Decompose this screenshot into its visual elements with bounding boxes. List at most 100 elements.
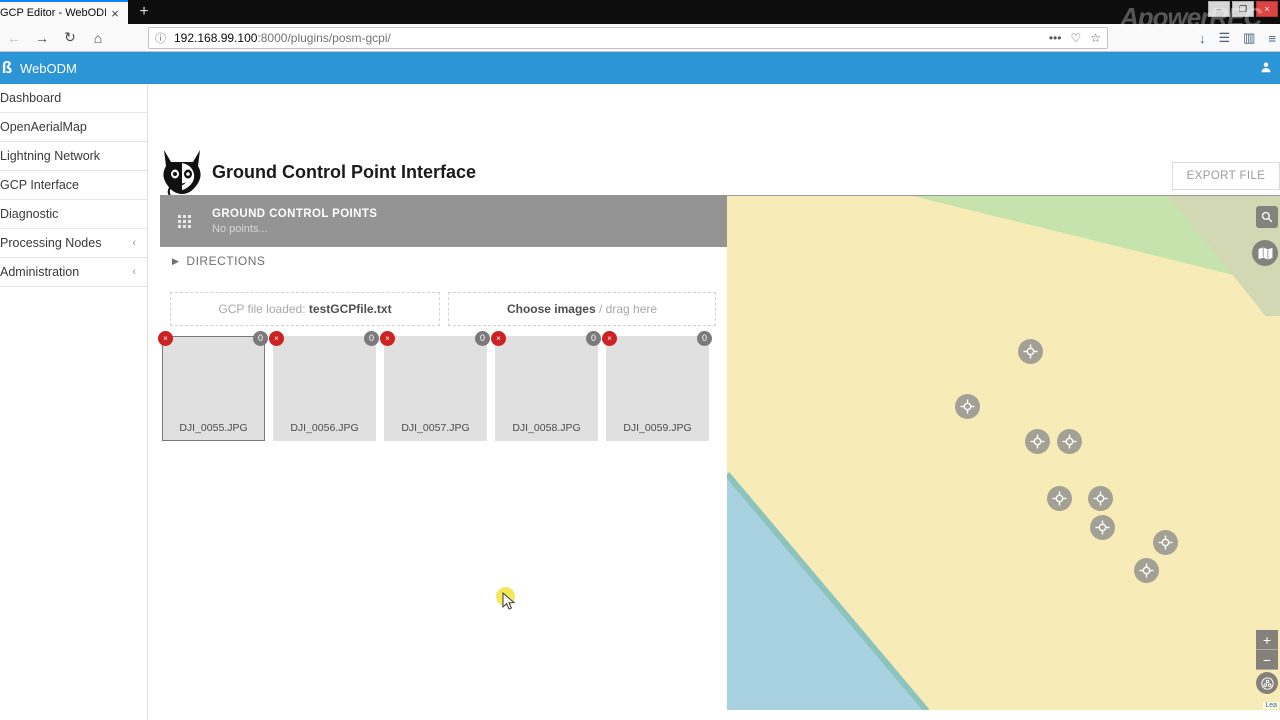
chevron-left-icon: ‹ (132, 237, 136, 249)
sidebar-item-label: Administration (0, 265, 80, 279)
browser-tab-title: GCP Editor - WebODM (0, 7, 106, 19)
browser-titlebar (0, 0, 1280, 24)
sidebar-item-label: Diagnostic (0, 207, 59, 221)
export-file-button[interactable]: EXPORT FILE (1172, 162, 1280, 190)
map-layers-icon[interactable] (1252, 240, 1278, 266)
webodm-racoon-logo-icon (163, 150, 201, 196)
locate-icon[interactable] (1256, 672, 1278, 694)
maximize-button[interactable]: ❐ (1232, 1, 1254, 17)
image-filename: DJI_0057.JPG (401, 422, 470, 434)
sidebar-item-diagnostic[interactable]: Diagnostic (0, 200, 147, 229)
remove-image-icon[interactable]: × (158, 331, 173, 346)
image-filename: DJI_0059.JPG (623, 422, 692, 434)
gcp-marker-crosshair-icon[interactable] (1047, 486, 1072, 511)
remove-image-icon[interactable]: × (602, 331, 617, 346)
sidebar-item-label: Dashboard (0, 91, 62, 105)
chevron-left-icon: ‹ (132, 266, 136, 278)
image-thumbnail[interactable]: × 0 DJI_0058.JPG (491, 331, 601, 441)
sidebar-icon[interactable]: ▥ (1243, 30, 1256, 45)
gcp-marker-crosshair-icon[interactable] (1018, 339, 1043, 364)
image-thumbnail[interactable]: × 0 DJI_0059.JPG (602, 331, 712, 441)
gcp-file-name: testGCPfile.txt (308, 302, 392, 316)
forward-icon[interactable]: → (35, 29, 49, 46)
page-actions-icon[interactable]: ••• (1048, 31, 1062, 45)
gcp-marker-crosshair-icon[interactable] (1025, 429, 1050, 454)
sidebar-item-label: OpenAerialMap (0, 120, 87, 134)
directions-toggle[interactable]: ▶ DIRECTIONS (172, 254, 265, 268)
image-thumbnail[interactable]: × 0 DJI_0057.JPG (380, 331, 490, 441)
map-zoom-controls: + − (1256, 630, 1278, 670)
gcp-marker-crosshair-icon[interactable] (1134, 558, 1159, 583)
gcp-marker-crosshair-icon[interactable] (1057, 429, 1082, 454)
caret-right-icon: ▶ (172, 255, 180, 266)
url-path: :8000/plugins/posm-gcpi/ (257, 31, 391, 45)
gcp-marker-crosshair-icon[interactable] (955, 394, 980, 419)
address-bar[interactable]: ⓘ 192.168.99.100:8000/plugins/posm-gcpi/… (148, 27, 1108, 49)
user-icon[interactable] (1260, 61, 1272, 76)
gcp-panel-title: GROUND CONTROL POINTS (212, 207, 378, 220)
back-icon[interactable]: ← (7, 29, 21, 46)
image-thumbnail-list: × 0 DJI_0055.JPG × 0 DJI_0056.JPG × 0 DJ… (158, 331, 712, 441)
url-host: 192.168.99.100 (174, 31, 258, 45)
gcp-marker-crosshair-icon[interactable] (1090, 515, 1115, 540)
drag-here-label: / drag here (599, 302, 658, 316)
gcp-marker-crosshair-icon[interactable] (1153, 530, 1178, 555)
menu-icon[interactable]: ≡ (1268, 30, 1276, 46)
gcp-marker-crosshair-icon[interactable] (1088, 486, 1113, 511)
sidebar-item-label: Processing Nodes (0, 236, 102, 250)
library-icon[interactable]: ☰ (1218, 30, 1231, 45)
download-icon[interactable]: ↓ (1198, 30, 1206, 46)
home-icon[interactable]: ⌂ (93, 29, 103, 46)
gcp-panel-header: GROUND CONTROL POINTS No points... (160, 195, 727, 247)
zoom-in-button[interactable]: + (1256, 630, 1278, 650)
app-header: ß WebODM (0, 52, 1280, 84)
reload-icon[interactable]: ↻ (64, 29, 76, 45)
map-coastline (727, 472, 930, 710)
gcp-count-badge: 0 (586, 331, 601, 346)
webodm-app: ß WebODM Dashboard OpenAerialMap Lightni… (0, 52, 1280, 720)
window-close-button[interactable]: × (1256, 1, 1278, 17)
sidebar-item-lightning-network[interactable]: Lightning Network (0, 142, 147, 171)
sidebar-item-administration[interactable]: Administration ‹ (0, 258, 147, 287)
sidebar-item-openaerialmap[interactable]: OpenAerialMap (0, 113, 147, 142)
browser-tab[interactable]: GCP Editor - WebODM × (0, 0, 128, 24)
sidebar: Dashboard OpenAerialMap Lightning Networ… (0, 84, 148, 720)
image-thumbnail[interactable]: × 0 DJI_0055.JPG (158, 331, 268, 441)
choose-images-label: Choose images (506, 302, 596, 316)
gcp-file-dropzone[interactable]: GCP file loaded: testGCPfile.txt (170, 292, 440, 326)
window-controls: – ❐ × (1208, 0, 1278, 18)
grid-handle-icon[interactable] (166, 214, 202, 228)
sidebar-item-gcp-interface[interactable]: GCP Interface (0, 171, 147, 200)
map-attribution[interactable]: Lea (1263, 702, 1279, 709)
gcp-count-badge: 0 (475, 331, 490, 346)
bookmark-star-icon[interactable]: ☆ (1090, 31, 1101, 45)
image-thumbnail[interactable]: × 0 DJI_0056.JPG (269, 331, 379, 441)
gcp-panel-subtitle: No points... (212, 222, 268, 235)
remove-image-icon[interactable]: × (269, 331, 284, 346)
close-icon[interactable]: × (111, 5, 119, 21)
zoom-out-button[interactable]: − (1256, 650, 1278, 670)
browser-chrome: GCP Editor - WebODM × + – ❐ × ← → ↻ ⌂ ⓘ … (0, 0, 1280, 52)
search-icon[interactable] (1256, 206, 1278, 228)
url-text: 192.168.99.100:8000/plugins/posm-gcpi/ (174, 31, 391, 45)
new-tab-button[interactable]: + (139, 3, 149, 20)
remove-image-icon[interactable]: × (491, 331, 506, 346)
urlbar-actions: ••• ♡ ☆ (1049, 31, 1101, 45)
app-brand-label[interactable]: WebODM (20, 60, 77, 76)
images-dropzone[interactable]: Choose images / drag here (448, 292, 716, 326)
pocket-icon[interactable]: ♡ (1070, 31, 1082, 45)
remove-image-icon[interactable]: × (380, 331, 395, 346)
page-info-icon[interactable]: ⓘ (155, 33, 166, 45)
sidebar-item-dashboard[interactable]: Dashboard (0, 84, 147, 113)
sidebar-item-processing-nodes[interactable]: Processing Nodes ‹ (0, 229, 147, 258)
directions-label: DIRECTIONS (186, 254, 266, 268)
minimize-button[interactable]: – (1208, 1, 1230, 17)
mouse-cursor (496, 587, 526, 617)
gcp-file-prefix: GCP file loaded: (218, 302, 306, 316)
page-title: Ground Control Point Interface (212, 161, 476, 182)
gcp-count-badge: 0 (697, 331, 712, 346)
gcp-count-badge: 0 (364, 331, 379, 346)
image-filename: DJI_0056.JPG (290, 422, 359, 434)
webodm-logo-icon: ß (1, 58, 13, 77)
gcp-map[interactable]: + − Lea (727, 195, 1280, 710)
